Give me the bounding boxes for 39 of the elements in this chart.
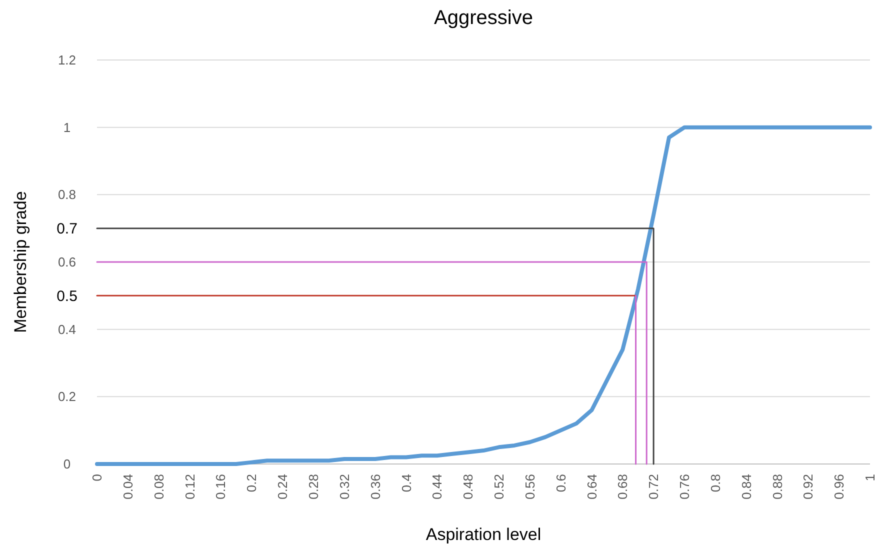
x-tick-label: 0.48 bbox=[460, 474, 476, 500]
y-axis-title: Membership grade bbox=[11, 191, 30, 333]
x-tick-label: 0.16 bbox=[213, 474, 228, 500]
x-tick-label: 0.96 bbox=[832, 474, 847, 500]
x-tick-label: 0.92 bbox=[800, 474, 816, 500]
x-tick-label: 0.28 bbox=[306, 474, 321, 500]
line-series bbox=[95, 125, 872, 466]
x-tick-label: 0.84 bbox=[738, 474, 754, 500]
x-tick-label: 0.76 bbox=[677, 474, 692, 500]
annotation: 0.5 bbox=[56, 288, 78, 305]
x-tick-label: 0.8 bbox=[708, 474, 723, 492]
x-tick-label: 0.44 bbox=[430, 474, 445, 500]
x-tick-label: 0.52 bbox=[492, 474, 507, 500]
x-axis-title: Aspiration level bbox=[426, 525, 542, 544]
x-tick-label: 0.4 bbox=[398, 474, 414, 492]
y-tick-label: 0 bbox=[63, 456, 71, 472]
y-tick-label: 0.8 bbox=[58, 187, 76, 202]
x-tick-label: 0.32 bbox=[336, 474, 352, 500]
x-tick-label: 0.12 bbox=[182, 474, 198, 500]
x-tick-label: 1 bbox=[862, 474, 878, 482]
y-tick-label: 0.2 bbox=[58, 389, 76, 404]
x-tick-label: 0.08 bbox=[151, 474, 166, 500]
x-tick-label: 0.04 bbox=[120, 474, 136, 500]
y-tick-label: 0.4 bbox=[58, 322, 76, 337]
chart-title: Aggressive bbox=[434, 7, 533, 29]
x-tick-label: 0.68 bbox=[615, 474, 630, 500]
y-tick-label: 1 bbox=[63, 120, 71, 135]
x-tick-label: 0.64 bbox=[584, 474, 600, 500]
x-tick-label: 0.56 bbox=[522, 474, 538, 500]
x-tick-label: 0.24 bbox=[275, 474, 290, 500]
x-tick-label: 0.88 bbox=[770, 474, 785, 500]
y-tick-label: 0.6 bbox=[58, 254, 76, 270]
y-tick-label: 1.2 bbox=[58, 52, 76, 68]
x-tick-label: 0.6 bbox=[553, 474, 568, 492]
x-tick-label: 0.36 bbox=[368, 474, 383, 500]
x-tick-label: 0 bbox=[90, 474, 105, 482]
annotation: 0.7 bbox=[56, 220, 78, 238]
x-tick-label: 0.2 bbox=[244, 474, 260, 492]
x-tick-label: 0.72 bbox=[646, 474, 662, 500]
